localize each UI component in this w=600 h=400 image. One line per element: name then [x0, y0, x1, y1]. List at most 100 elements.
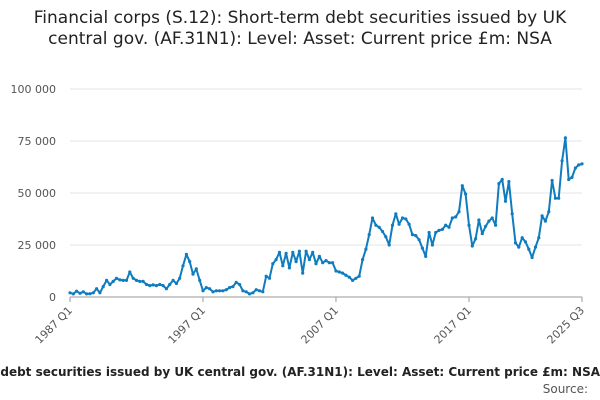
data-point[interactable] [198, 278, 202, 282]
data-point[interactable] [214, 289, 218, 293]
data-point[interactable] [467, 223, 471, 227]
data-point[interactable] [424, 254, 428, 258]
data-point[interactable] [361, 258, 365, 262]
data-point[interactable] [174, 281, 178, 286]
data-point[interactable] [224, 288, 228, 292]
data-point[interactable] [257, 289, 262, 293]
data-point[interactable] [520, 236, 524, 240]
data-point[interactable] [344, 273, 348, 277]
data-point[interactable] [474, 237, 478, 241]
data-point[interactable] [543, 219, 548, 223]
data-point[interactable] [294, 260, 298, 264]
data-point[interactable] [98, 291, 102, 295]
data-point[interactable] [287, 266, 291, 270]
data-point[interactable] [397, 222, 401, 226]
data-point[interactable] [218, 289, 222, 293]
data-point[interactable] [71, 292, 75, 296]
data-point[interactable] [494, 223, 498, 227]
data-point[interactable] [191, 272, 195, 276]
data-point[interactable] [567, 177, 571, 182]
data-point[interactable] [527, 247, 531, 251]
data-point[interactable] [184, 252, 188, 256]
data-point[interactable] [244, 290, 248, 294]
data-point[interactable] [78, 291, 82, 295]
data-point[interactable] [334, 269, 338, 273]
data-point[interactable] [251, 291, 255, 295]
data-point[interactable] [537, 236, 541, 240]
data-point[interactable] [88, 292, 92, 296]
data-point[interactable] [327, 261, 331, 265]
data-point[interactable] [380, 229, 385, 234]
data-point[interactable] [231, 285, 235, 289]
data-point[interactable] [154, 284, 158, 288]
data-point[interactable] [374, 223, 378, 227]
data-point[interactable] [68, 291, 72, 295]
data-point[interactable] [81, 290, 85, 294]
data-point[interactable] [351, 278, 355, 282]
data-point[interactable] [510, 212, 514, 216]
data-point[interactable] [297, 249, 301, 253]
data-point[interactable] [138, 279, 142, 283]
data-point[interactable] [533, 245, 538, 249]
data-point[interactable] [570, 175, 574, 179]
data-point[interactable] [264, 274, 268, 278]
data-point[interactable] [354, 276, 358, 280]
data-point[interactable] [500, 177, 504, 182]
data-point[interactable] [341, 271, 345, 275]
data-point[interactable] [105, 278, 109, 282]
data-point[interactable] [444, 223, 448, 227]
data-point[interactable] [168, 282, 172, 287]
data-point[interactable] [274, 258, 278, 262]
data-point[interactable] [314, 262, 318, 266]
data-point[interactable] [144, 282, 149, 287]
data-point[interactable] [304, 249, 308, 253]
data-point[interactable] [131, 276, 135, 280]
data-point[interactable] [321, 261, 325, 265]
data-point[interactable] [547, 210, 551, 214]
data-point[interactable] [261, 290, 265, 294]
data-point[interactable] [201, 289, 205, 293]
data-point[interactable] [301, 271, 305, 275]
data-point[interactable] [267, 276, 272, 280]
data-point[interactable] [497, 182, 501, 186]
data-point[interactable] [517, 245, 521, 249]
data-point[interactable] [377, 225, 381, 229]
data-point[interactable] [254, 288, 258, 292]
data-point[interactable] [194, 267, 198, 271]
data-point[interactable] [550, 178, 554, 183]
data-point[interactable] [523, 240, 528, 244]
data-point[interactable] [487, 219, 491, 223]
data-point[interactable] [141, 279, 145, 283]
data-point[interactable] [101, 285, 105, 289]
data-point[interactable] [404, 217, 408, 221]
data-point[interactable] [241, 289, 245, 293]
data-point[interactable] [178, 276, 182, 280]
data-point[interactable] [284, 251, 288, 255]
data-point[interactable] [573, 166, 578, 170]
data-point[interactable] [513, 241, 518, 245]
data-point[interactable] [464, 192, 468, 196]
data-point[interactable] [291, 250, 295, 254]
data-point[interactable] [503, 199, 508, 203]
data-point[interactable] [480, 232, 484, 236]
data-point[interactable] [307, 258, 311, 262]
data-point[interactable] [427, 230, 431, 235]
data-point[interactable] [324, 259, 328, 263]
data-point[interactable] [277, 250, 282, 254]
data-point[interactable] [440, 227, 444, 231]
data-point[interactable] [161, 284, 165, 288]
data-point[interactable] [364, 247, 368, 251]
data-point[interactable] [188, 260, 192, 264]
data-point[interactable] [410, 233, 414, 237]
data-point[interactable] [247, 292, 252, 296]
data-point[interactable] [530, 255, 534, 260]
data-point[interactable] [347, 275, 351, 279]
data-point[interactable] [181, 264, 185, 268]
data-point[interactable] [460, 184, 464, 188]
data-point[interactable] [281, 264, 285, 268]
data-point[interactable] [164, 287, 168, 291]
data-point[interactable] [407, 222, 411, 226]
data-point[interactable] [560, 159, 564, 163]
data-point[interactable] [434, 230, 438, 235]
data-point[interactable] [91, 291, 95, 295]
